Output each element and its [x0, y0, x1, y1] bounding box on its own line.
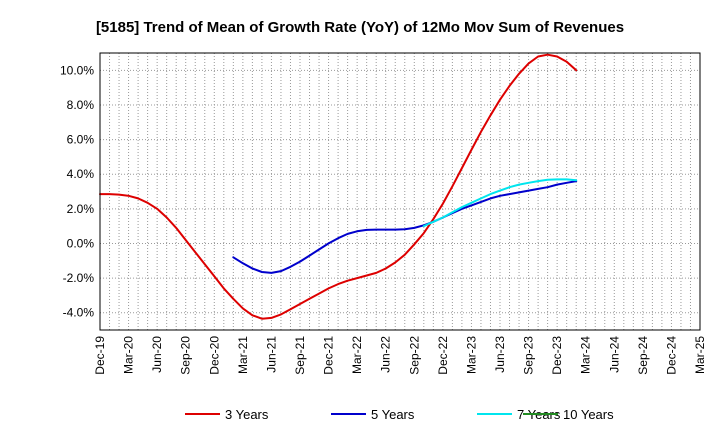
x-tick-label: Sep-24: [636, 336, 650, 375]
y-tick-label: -2.0%: [63, 271, 95, 285]
chart-title: [5185] Trend of Mean of Growth Rate (YoY…: [96, 19, 624, 36]
y-tick-label: 0.0%: [67, 236, 95, 250]
legend-label-10-years: 10 Years: [563, 407, 614, 422]
x-tick-label: Sep-20: [179, 336, 193, 375]
x-axis: Dec-19 Mar-20 Jun-20 Sep-20 Dec-20 Mar-21 Jun-…: [93, 336, 707, 375]
x-tick-label: Jun-21: [264, 336, 278, 373]
y-tick-label: 4.0%: [67, 167, 95, 181]
plot-frame: [99, 52, 701, 331]
legend-label-3-years: 3 Years: [225, 407, 269, 422]
x-tick-label: Mar-22: [350, 336, 364, 374]
x-tick-label: Jun-22: [379, 336, 393, 373]
x-tick-label: Mar-21: [236, 336, 250, 374]
x-tick-label: Jun-24: [607, 336, 621, 373]
x-tick-label: Mar-23: [464, 336, 478, 374]
x-tick-label: Mar-20: [122, 336, 136, 374]
series-line-5-years: [232, 180, 578, 274]
x-tick-label: Sep-23: [522, 336, 536, 375]
x-tick-label: Dec-24: [664, 336, 678, 375]
y-tick-label: -4.0%: [63, 306, 95, 320]
x-tick-label: Dec-21: [322, 336, 336, 375]
legend: 3 Years 5 Years 7 Years 10 Years: [185, 407, 614, 422]
y-tick-label: 2.0%: [67, 202, 95, 216]
x-tick-label: Jun-23: [493, 336, 507, 373]
x-tick-label: Sep-21: [293, 336, 307, 375]
y-tick-label: 8.0%: [67, 98, 95, 112]
series-line-7-years: [422, 178, 578, 228]
x-tick-label: Dec-19: [93, 336, 107, 375]
x-tick-label: Sep-22: [407, 336, 421, 375]
y-tick-label: 6.0%: [67, 133, 95, 147]
x-tick-label: Jun-20: [150, 336, 164, 373]
x-tick-label: Mar-25: [693, 336, 707, 374]
x-tick-label: Dec-23: [550, 336, 564, 375]
y-axis: -4.0% -2.0% 0.0% 2.0% 4.0% 6.0% 8.0% 10.0%: [60, 63, 94, 319]
x-tick-label: Dec-20: [207, 336, 221, 375]
legend-label-5-years: 5 Years: [371, 407, 415, 422]
y-tick-label: 10.0%: [60, 63, 94, 77]
grid: [100, 53, 700, 330]
x-tick-label: Mar-24: [579, 336, 593, 374]
series-line-3-years: [99, 53, 578, 320]
series-group: [99, 53, 578, 320]
x-tick-label: Dec-22: [436, 336, 450, 375]
